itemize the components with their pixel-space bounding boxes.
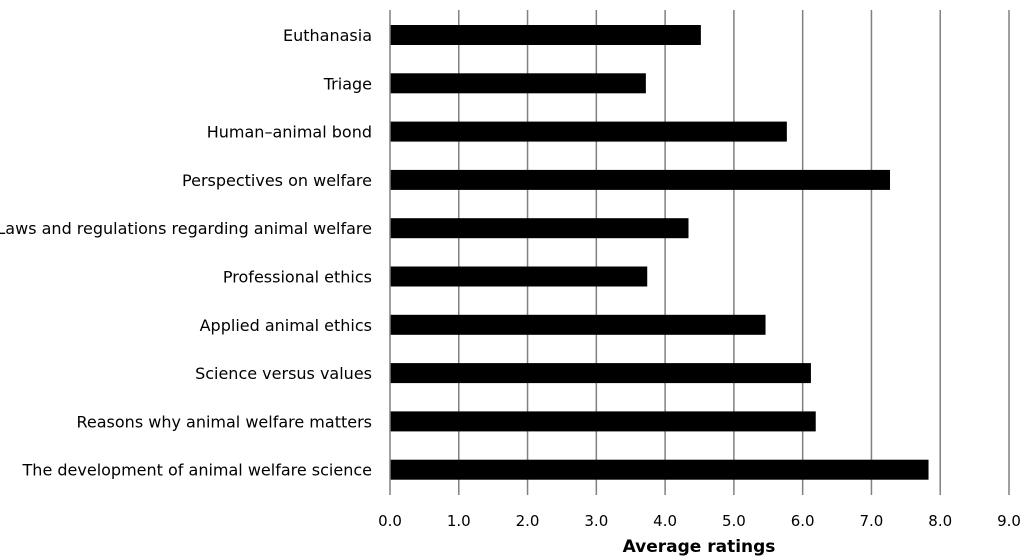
bar [390, 363, 811, 384]
category-label: The development of animal welfare scienc… [22, 461, 372, 480]
category-label: Applied animal ethics [200, 316, 372, 335]
bar [390, 25, 701, 45]
category-label: Triage [323, 74, 372, 93]
bar [390, 169, 891, 190]
bar [390, 121, 787, 142]
x-tick-label: 9.0 [997, 512, 1021, 530]
bars [390, 25, 929, 480]
category-label: Euthanasia [283, 26, 372, 45]
bar [390, 314, 766, 335]
category-label: Laws and regulations regarding animal we… [0, 219, 372, 238]
category-label: Science versus values [195, 364, 372, 383]
x-tick-label: 7.0 [860, 512, 884, 530]
bar [390, 411, 816, 432]
x-axis-title: Average ratings [623, 537, 776, 557]
category-label: Perspectives on welfare [182, 171, 372, 190]
bar [390, 73, 646, 94]
x-tick-label: 5.0 [722, 512, 746, 530]
bar [390, 218, 689, 239]
x-tick-label: 1.0 [447, 512, 471, 530]
category-labels: Euthanasia Triage Human–animal bond Perspec… [0, 26, 372, 480]
x-tick-labels: 0.0 1.0 2.0 3.0 4.0 5.0 6.0 7.0 8.0 9.0 [378, 512, 1021, 530]
x-tick-label: 3.0 [584, 512, 608, 530]
x-tick-label: 8.0 [928, 512, 952, 530]
x-tick-label: 4.0 [653, 512, 677, 530]
category-label: Reasons why animal welfare matters [77, 412, 373, 431]
x-tick-label: 6.0 [791, 512, 815, 530]
category-label: Human–animal bond [207, 123, 372, 142]
x-tick-label: 2.0 [516, 512, 540, 530]
bar [390, 266, 648, 287]
x-tick-label: 0.0 [378, 512, 402, 530]
bar [390, 459, 929, 480]
category-label: Professional ethics [223, 268, 372, 287]
